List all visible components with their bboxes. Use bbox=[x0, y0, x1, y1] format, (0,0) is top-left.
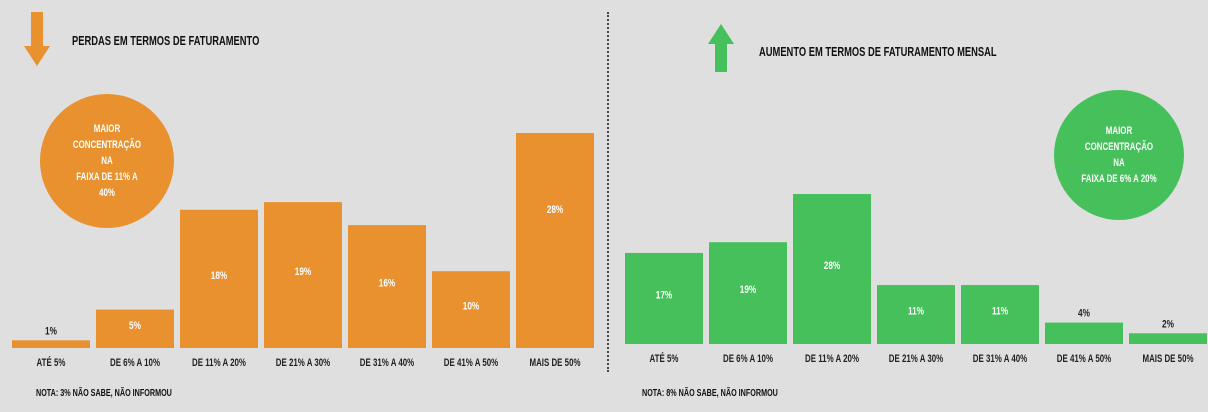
bar bbox=[264, 202, 342, 348]
bubble-text: MAIOR CONCENTRAÇÃO NA FAIXA DE 6% A 20% bbox=[1081, 125, 1157, 185]
data-label: 10% bbox=[463, 301, 480, 313]
data-label: 18% bbox=[211, 270, 228, 282]
category-label: DE 11% A 20% bbox=[805, 353, 859, 366]
category-label: MAIS DE 50% bbox=[529, 357, 580, 370]
bar-chart-svg: 1% ATÉ 5% 5% DE 6% A 10% 18% DE 11% A 20% 19% D… bbox=[12, 133, 594, 370]
category-label: DE 21% A 30% bbox=[276, 357, 331, 370]
data-label: 11% bbox=[908, 305, 924, 317]
category-label: DE 6% A 10% bbox=[110, 357, 160, 370]
losses-panel: PERDAS EM TERMOS DE FATURAMENTO MAIOR CO… bbox=[12, 12, 594, 399]
data-label: 28% bbox=[547, 204, 564, 216]
data-label: 19% bbox=[740, 284, 757, 296]
data-label: 5% bbox=[129, 320, 141, 332]
highlight-bubble: MAIOR CONCENTRAÇÃO NA FAIXA DE 11% A 40% bbox=[40, 94, 174, 228]
chart-title: PERDAS EM TERMOS DE FATURAMENTO bbox=[72, 33, 260, 48]
bar bbox=[516, 133, 594, 348]
bar bbox=[961, 285, 1039, 344]
category-label: DE 6% A 10% bbox=[723, 353, 773, 366]
category-label: DE 41% A 50% bbox=[1057, 353, 1112, 366]
category-label: ATÉ 5% bbox=[37, 357, 66, 370]
category-label: DE 31% A 40% bbox=[973, 353, 1028, 366]
bar bbox=[180, 209, 258, 348]
category-label: MAIS DE 50% bbox=[1142, 353, 1193, 366]
bar bbox=[625, 252, 703, 344]
bubble-text: MAIOR CONCENTRAÇÃO NA FAIXA DE 11% A 40% bbox=[72, 123, 142, 199]
data-label: 16% bbox=[379, 278, 396, 290]
data-label: 19% bbox=[295, 266, 312, 278]
bar bbox=[96, 309, 174, 348]
data-label: 28% bbox=[824, 260, 841, 272]
category-label: DE 21% A 30% bbox=[889, 353, 944, 366]
highlight-bubble: MAIOR CONCENTRAÇÃO NA FAIXA DE 6% A 20% bbox=[1054, 90, 1184, 220]
category-label: DE 41% A 50% bbox=[444, 357, 499, 370]
bar bbox=[793, 194, 871, 344]
bar bbox=[1045, 322, 1123, 344]
bar bbox=[1129, 333, 1207, 344]
category-label: ATÉ 5% bbox=[650, 353, 679, 366]
growth-panel: AUMENTO EM TERMOS DE FATURAMENTO MENSAL … bbox=[612, 0, 1208, 412]
data-label: 17% bbox=[656, 289, 673, 301]
chart-note: NOTA: 3% NÃO SABE, NÃO INFORMOU bbox=[36, 388, 172, 399]
bar bbox=[877, 285, 955, 344]
category-label: DE 11% A 20% bbox=[192, 357, 246, 370]
category-label: DE 31% A 40% bbox=[360, 357, 415, 370]
bar bbox=[432, 271, 510, 348]
arrow-up-icon bbox=[708, 24, 734, 72]
bar-chart-svg: 17% ATÉ 5% 19% DE 6% A 10% 28% DE 11% A 20% 11… bbox=[625, 194, 1207, 366]
data-label: 2% bbox=[1162, 318, 1174, 330]
data-label: 1% bbox=[45, 325, 57, 337]
bar bbox=[348, 225, 426, 348]
data-label: 4% bbox=[1078, 308, 1090, 320]
bar bbox=[12, 340, 90, 348]
data-label: 11% bbox=[992, 305, 1008, 317]
bar bbox=[709, 242, 787, 344]
chart-title: AUMENTO EM TERMOS DE FATURAMENTO MENSAL bbox=[759, 44, 997, 59]
divider bbox=[607, 12, 609, 372]
arrow-down-icon bbox=[24, 12, 50, 66]
chart-note: NOTA: 8% NÃO SABE, NÃO INFORMOU bbox=[642, 388, 778, 399]
